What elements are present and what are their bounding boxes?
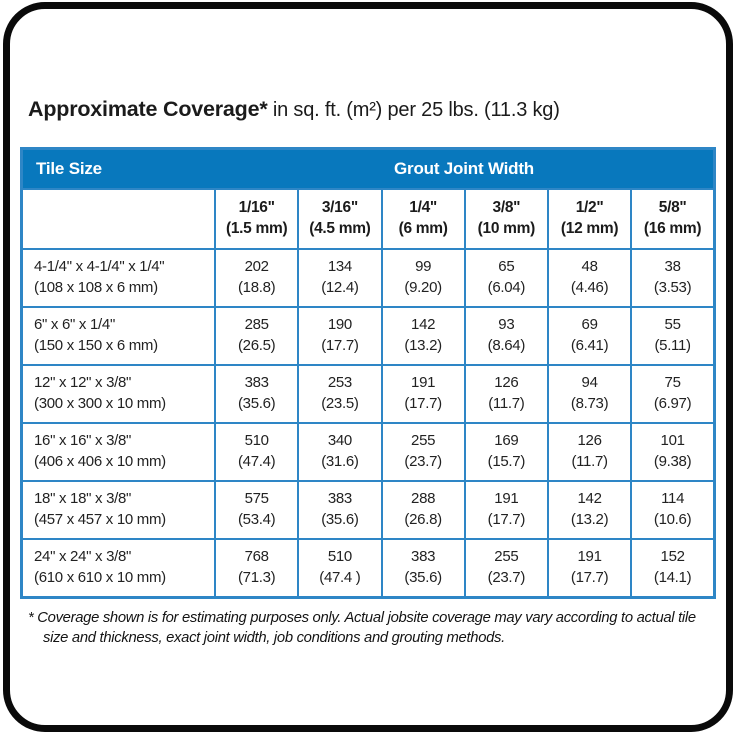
- table-row: 18" x 18" x 3/8" (457 x 457 x 10 mm) 575 (5…: [20, 479, 716, 540]
- table-row: 6" x 6" x 1/4" (150 x 150 x 6 mm) 285 (26.5…: [20, 305, 716, 366]
- coverage-value-cell: 38 (3.53): [630, 247, 716, 308]
- tile-size-cell: 12" x 12" x 3/8" (300 x 300 x 10 mm): [20, 363, 217, 424]
- coverage-value-cell: 142 (13.2): [380, 305, 466, 366]
- coverage-value-cell: 285 (26.5): [214, 305, 300, 366]
- tile-size-cell: 24" x 24" x 3/8" (610 x 610 x 10 mm): [20, 537, 217, 599]
- table-row: 4-1/4" x 4-1/4" x 1/4" (108 x 108 x 6 mm)…: [20, 247, 716, 308]
- coverage-value-cell: 126 (11.7): [546, 421, 633, 482]
- coverage-value-cell: 510 (47.4): [214, 421, 300, 482]
- coverage-value-cell: 55 (5.11): [630, 305, 716, 366]
- coverage-value-cell: 169 (15.7): [463, 421, 549, 482]
- grout-width-column-header: 1/2" (12 mm): [546, 187, 633, 250]
- coverage-value-cell: 255 (23.7): [463, 537, 549, 599]
- coverage-value-cell: 191 (17.7): [380, 363, 466, 424]
- coverage-value-cell: 288 (26.8): [380, 479, 466, 540]
- tile-size-header: Tile Size: [21, 148, 216, 189]
- table-row: 12" x 12" x 3/8" (300 x 300 x 10 mm) 383 (3…: [20, 363, 716, 424]
- table-row: 24" x 24" x 3/8" (610 x 610 x 10 mm) 768 (7…: [20, 537, 716, 599]
- coverage-value-cell: 94 (8.73): [546, 363, 633, 424]
- coverage-value-cell: 253 (23.5): [297, 363, 383, 424]
- coverage-value-cell: 383 (35.6): [380, 537, 466, 599]
- empty-corner-cell: [20, 187, 217, 250]
- table-body: 4-1/4" x 4-1/4" x 1/4" (108 x 108 x 6 mm)…: [20, 247, 716, 599]
- grout-width-column-header: 3/8" (10 mm): [463, 187, 549, 250]
- rounded-border-frame: Approximate Coverage* in sq. ft. (m²) pe…: [3, 2, 733, 732]
- coverage-value-cell: 510 (47.4 ): [297, 537, 383, 599]
- grout-width-column-header: 1/16" (1.5 mm): [214, 187, 300, 250]
- footnote: * Coverage shown is for estimating purpo…: [28, 609, 696, 647]
- coverage-value-cell: 152 (14.1): [630, 537, 716, 599]
- coverage-value-cell: 99 (9.20): [380, 247, 466, 308]
- coverage-value-cell: 191 (17.7): [546, 537, 633, 599]
- tile-size-cell: 16" x 16" x 3/8" (406 x 406 x 10 mm): [20, 421, 217, 482]
- coverage-value-cell: 575 (53.4): [214, 479, 300, 540]
- coverage-table: Tile Size Grout Joint Width 1/16" (1.5 mm…: [20, 146, 716, 599]
- title-main: Approximate Coverage*: [28, 97, 268, 121]
- coverage-value-cell: 340 (31.6): [297, 421, 383, 482]
- coverage-value-cell: 75 (6.97): [630, 363, 716, 424]
- grout-joint-width-header: Grout Joint Width: [215, 148, 715, 189]
- grout-width-column-header: 1/4" (6 mm): [380, 187, 466, 250]
- coverage-value-cell: 101 (9.38): [630, 421, 716, 482]
- coverage-value-cell: 202 (18.8): [214, 247, 300, 308]
- coverage-value-cell: 65 (6.04): [463, 247, 549, 308]
- page-title: Approximate Coverage* in sq. ft. (m²) pe…: [28, 97, 716, 123]
- coverage-value-cell: 768 (71.3): [214, 537, 300, 599]
- coverage-value-cell: 114 (10.6): [630, 479, 716, 540]
- coverage-value-cell: 142 (13.2): [546, 479, 633, 540]
- coverage-value-cell: 383 (35.6): [297, 479, 383, 540]
- coverage-value-cell: 134 (12.4): [297, 247, 383, 308]
- table-banner-row: Tile Size Grout Joint Width: [21, 148, 715, 189]
- grout-width-column-header: 3/16" (4.5 mm): [297, 187, 383, 250]
- grout-width-column-header: 5/8" (16 mm): [630, 187, 716, 250]
- tile-size-cell: 18" x 18" x 3/8" (457 x 457 x 10 mm): [20, 479, 217, 540]
- coverage-value-cell: 255 (23.7): [380, 421, 466, 482]
- coverage-value-cell: 383 (35.6): [214, 363, 300, 424]
- page-content: Approximate Coverage* in sq. ft. (m²) pe…: [10, 97, 726, 649]
- coverage-value-cell: 126 (11.7): [463, 363, 549, 424]
- coverage-value-cell: 69 (6.41): [546, 305, 633, 366]
- coverage-value-cell: 48 (4.46): [546, 247, 633, 308]
- tile-size-cell: 6" x 6" x 1/4" (150 x 150 x 6 mm): [20, 305, 217, 366]
- coverage-value-cell: 191 (17.7): [463, 479, 549, 540]
- tile-size-cell: 4-1/4" x 4-1/4" x 1/4" (108 x 108 x 6 mm): [20, 247, 217, 308]
- table-row: 16" x 16" x 3/8" (406 x 406 x 10 mm) 510 (4…: [20, 421, 716, 482]
- title-units: in sq. ft. (m²) per 25 lbs. (11.3 kg): [267, 99, 560, 121]
- column-header-row: 1/16" (1.5 mm) 3/16" (4.5 mm) 1/4" (6 mm) 3/8"…: [20, 187, 716, 250]
- coverage-value-cell: 93 (8.64): [463, 305, 549, 366]
- coverage-value-cell: 190 (17.7): [297, 305, 383, 366]
